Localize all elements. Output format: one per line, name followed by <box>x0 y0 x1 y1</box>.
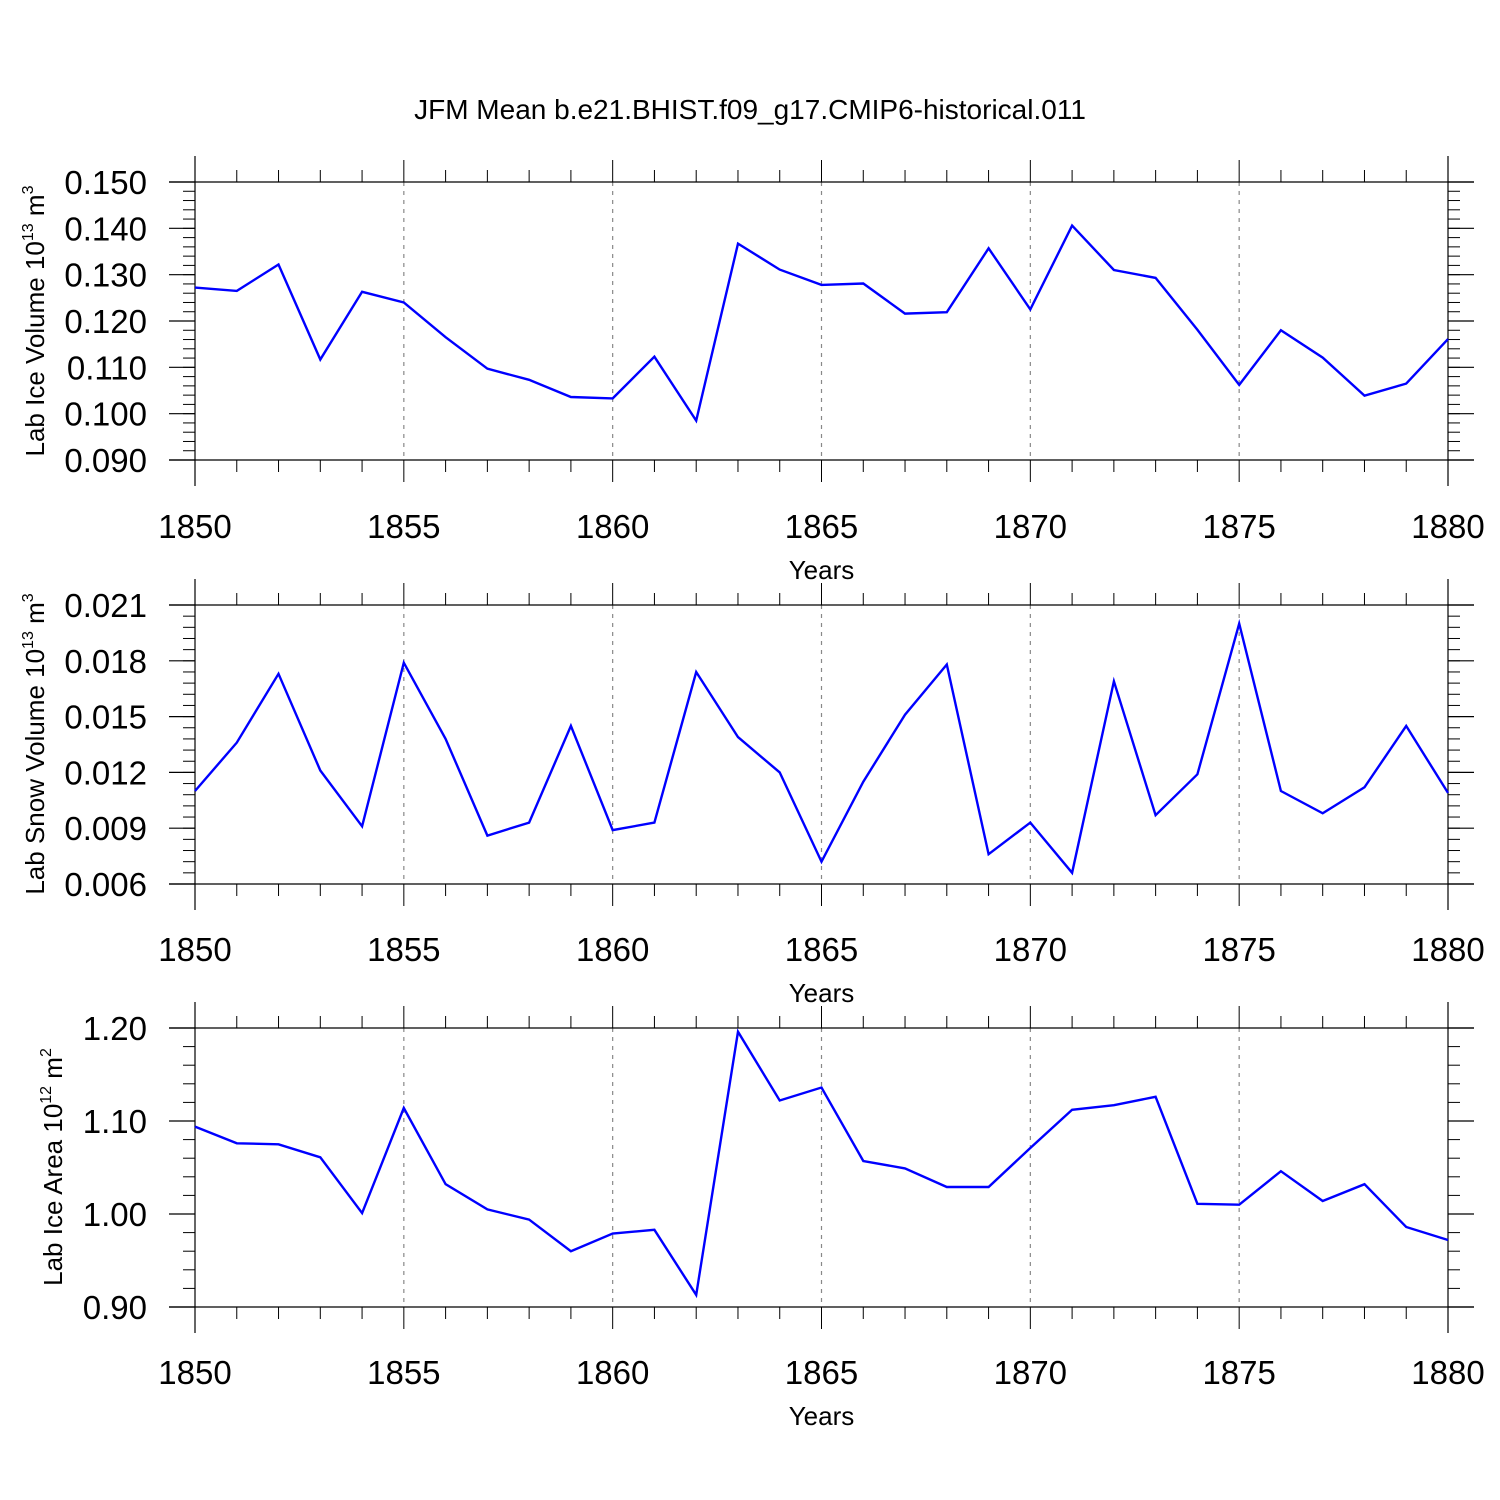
x-tick-label: 1855 <box>367 1354 440 1391</box>
y-tick-label: 0.018 <box>64 643 147 680</box>
y-tick-label: 1.10 <box>83 1103 147 1140</box>
x-tick-label: 1880 <box>1411 508 1484 545</box>
x-tick-label: 1870 <box>994 1354 1067 1391</box>
panel-snow-volume: 0.006 0.009 0.012 0.015 0.018 0.021 1850 1855 18… <box>20 579 1485 1008</box>
x-tick-label: 1855 <box>367 508 440 545</box>
data-line-snow-volume <box>194 618 1450 876</box>
data-line-ice-volume <box>194 223 1449 424</box>
x-tick-label: 1870 <box>994 508 1067 545</box>
y-tick-label: 1.00 <box>83 1196 147 1233</box>
x-tick-label: 1860 <box>576 931 649 968</box>
x-tick-label: 1860 <box>576 508 649 545</box>
x-tick-label: 1880 <box>1411 1354 1484 1391</box>
x-axis-label: Years <box>789 555 855 585</box>
y-tick-label: 0.015 <box>64 699 147 736</box>
y-tick-label: 0.120 <box>64 303 147 340</box>
y-axis-label: Lab Snow Volume 1013 m3 <box>20 593 50 894</box>
panel-ice-area: 0.90 1.00 1.10 1.20 1850 1855 1860 1865 1870 1875… <box>38 1002 1485 1431</box>
x-tick-label: 1880 <box>1411 931 1484 968</box>
x-tick-label: 1875 <box>1202 931 1275 968</box>
chart-title: JFM Mean b.e21.BHIST.f09_g17.CMIP6-histo… <box>414 94 1086 125</box>
y-tick-label: 0.90 <box>83 1289 147 1326</box>
x-axis-label: Years <box>789 978 855 1008</box>
x-tick-label: 1875 <box>1202 508 1275 545</box>
x-tick-label: 1850 <box>158 931 231 968</box>
y-tick-label: 0.006 <box>64 866 147 903</box>
y-tick-label: 0.130 <box>64 257 147 294</box>
panel-ice-volume: 0.090 0.100 0.110 0.120 0.130 0.140 0.150 1850 1… <box>20 156 1485 585</box>
y-axis-label: Lab Ice Area 1012 m2 <box>38 1048 68 1286</box>
x-tick-label: 1865 <box>785 1354 858 1391</box>
y-tick-label: 0.100 <box>64 396 147 433</box>
x-tick-label: 1860 <box>576 1354 649 1391</box>
y-tick-label: 0.110 <box>67 349 147 386</box>
x-tick-label: 1850 <box>158 1354 231 1391</box>
data-line-ice-area <box>194 1028 1449 1299</box>
x-tick-label: 1875 <box>1202 1354 1275 1391</box>
y-tick-label: 0.021 <box>64 587 147 624</box>
x-tick-label: 1865 <box>785 931 858 968</box>
x-tick-label: 1850 <box>158 508 231 545</box>
y-tick-label: 0.150 <box>64 164 147 201</box>
y-tick-label: 0.140 <box>64 210 147 247</box>
y-tick-label: 0.009 <box>64 810 147 847</box>
y-tick-label: 1.20 <box>83 1010 147 1047</box>
y-tick-label: 0.090 <box>64 442 147 479</box>
x-axis-label: Years <box>789 1401 855 1431</box>
x-tick-label: 1865 <box>785 508 858 545</box>
y-tick-label: 0.012 <box>64 754 147 791</box>
x-tick-label: 1870 <box>994 931 1067 968</box>
y-axis-label: Lab Ice Volume 1013 m3 <box>20 185 50 456</box>
x-tick-label: 1855 <box>367 931 440 968</box>
